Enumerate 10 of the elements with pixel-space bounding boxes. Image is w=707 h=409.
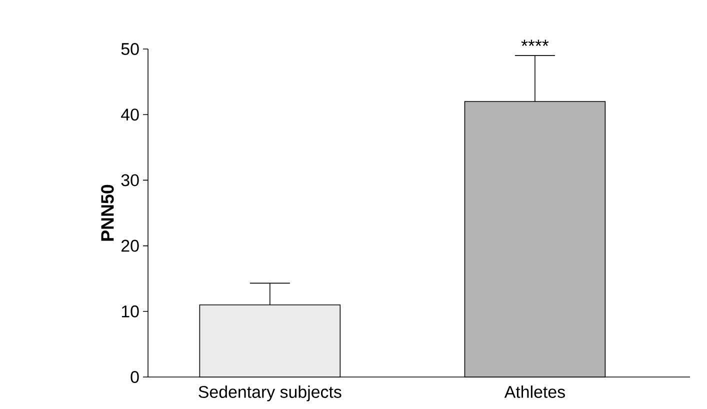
y-axis-title: PNN50 — [101, 184, 114, 241]
y-tick-label: 0 — [130, 371, 139, 383]
y-tick-label: 10 — [122, 305, 139, 318]
y-tick-label: 30 — [121, 174, 139, 186]
x-tick-label: Athletes — [504, 386, 565, 398]
x-tick-label: Sedentary subjects — [198, 386, 342, 402]
y-tick-label: 20 — [122, 240, 139, 252]
y-tick-label: 40 — [121, 108, 139, 121]
annotation: **** — [521, 40, 549, 46]
y-tick-label: 50 — [121, 43, 139, 56]
